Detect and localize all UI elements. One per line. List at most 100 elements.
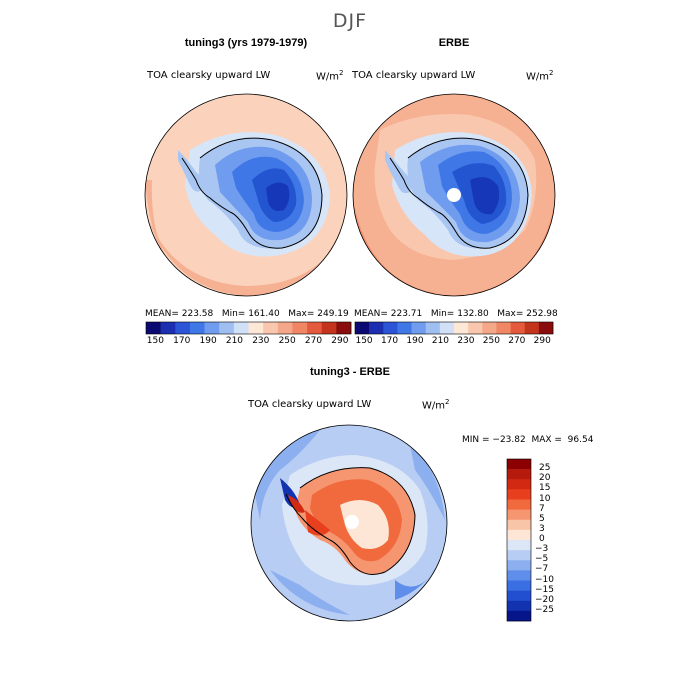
- colorbar-swatch: [397, 322, 412, 334]
- colorbar-swatch: [507, 540, 531, 551]
- panel2-units: W/m2: [526, 69, 553, 82]
- colorbar-level-label: −5: [535, 554, 549, 565]
- panel1-map-border: [144, 93, 348, 297]
- panel2-units-exp: 2: [549, 69, 554, 77]
- panel3-peninsula-red: [288, 495, 305, 513]
- colorbar-swatch: [189, 322, 205, 334]
- colorbar-tick-label: 290: [533, 336, 551, 346]
- colorbar-tick-label: 230: [457, 336, 475, 346]
- colorbar-level-label: −25: [535, 604, 554, 615]
- colorbar-swatch: [425, 322, 441, 334]
- colorbar-swatch: [507, 590, 531, 602]
- panel3-map-border: [250, 424, 448, 622]
- colorbar-swatch: [507, 499, 531, 510]
- colorbar-swatch: [160, 322, 176, 334]
- panel2-missing-data: [447, 188, 461, 202]
- panel3-units: W/m2: [422, 398, 449, 411]
- colorbar-tick-label: 270: [304, 336, 323, 346]
- colorbar-level-label: 7: [539, 503, 545, 514]
- panel2-colorbar-ticks: 150 170 190 210 230 250 270 290: [355, 336, 553, 348]
- colorbar-swatch: [383, 322, 398, 334]
- colorbar-tick-label: 230: [252, 336, 270, 346]
- colorbar-swatch: [336, 322, 352, 334]
- colorbar-level-label: −10: [535, 574, 554, 585]
- colorbar-tick-label: 250: [278, 336, 296, 346]
- panel3-title: tuning3 - ERBE: [309, 366, 391, 378]
- colorbar-frame: [354, 321, 554, 335]
- colorbar-swatch: [454, 322, 469, 334]
- colorbar-swatch: [507, 469, 531, 480]
- colorbar-swatch: [507, 610, 531, 622]
- colorbar-level-label: 5: [539, 513, 545, 524]
- colorbar-swatch: [510, 322, 526, 334]
- colorbar-swatch: [496, 322, 511, 334]
- panel1-title: tuning3 (yrs 1979-1979): [184, 37, 308, 49]
- panel2-colorbar: [354, 321, 554, 335]
- colorbar-swatch: [369, 322, 384, 334]
- colorbar-swatch: [507, 479, 531, 490]
- colorbar-level-label: −3: [535, 544, 549, 555]
- colorbar-level-label: 10: [539, 493, 551, 504]
- colorbar-swatch: [468, 322, 483, 334]
- colorbar-tick-label: 270: [508, 336, 526, 346]
- colorbar-swatch: [482, 322, 497, 334]
- colorbar-level-label: −20: [535, 594, 554, 605]
- colorbar-swatch: [507, 519, 531, 531]
- panel1-coastline: [181, 137, 323, 249]
- colorbar-tick-label: 250: [482, 336, 500, 346]
- panel1-units: W/m2: [316, 69, 343, 82]
- colorbar-swatch: [321, 322, 337, 334]
- panel1-ocean-band: [145, 210, 347, 296]
- panel1-land-4: [266, 182, 290, 211]
- panel1-colorbar: [145, 321, 352, 335]
- panel3-ocean-band-2: [410, 445, 445, 520]
- colorbar-level-label: 3: [539, 523, 545, 534]
- colorbar-frame: [506, 458, 532, 622]
- panel3-missing-data: [345, 515, 359, 529]
- panel3-colorbar: [506, 458, 532, 622]
- panel1-ocean-band-left: [145, 180, 168, 260]
- panel3-variable: TOA clearsky upward LW: [248, 399, 372, 410]
- panel2-coastline: [389, 137, 529, 249]
- panel2-land-4: [470, 177, 500, 215]
- colorbar-level-label: 15: [539, 483, 551, 494]
- colorbar-swatch: [439, 322, 455, 334]
- colorbar-swatch: [175, 322, 191, 334]
- panel3-ocean-band-3: [270, 570, 350, 615]
- colorbar-swatch: [524, 322, 540, 334]
- panel3-coastline: [285, 467, 416, 575]
- colorbar-swatch: [507, 459, 531, 470]
- colorbar-swatch: [507, 509, 531, 521]
- page-title: DJF: [332, 10, 368, 32]
- panel1-units-exp: 2: [339, 69, 344, 77]
- colorbar-tick-label: 170: [173, 336, 191, 346]
- colorbar-swatch: [277, 322, 293, 334]
- colorbar-swatch: [204, 322, 220, 334]
- colorbar-frame: [145, 321, 352, 335]
- colorbar-swatch: [507, 529, 531, 541]
- panel1-stats: MEAN= 223.58 Min= 161.40 Max= 249.19: [145, 309, 349, 319]
- colorbar-swatch: [292, 322, 308, 334]
- colorbar-tick-label: 190: [406, 336, 424, 346]
- colorbar-swatch: [507, 489, 531, 500]
- colorbar-swatch: [507, 580, 531, 591]
- colorbar-swatch: [233, 322, 249, 334]
- colorbar-swatch: [307, 322, 323, 334]
- colorbar-swatch: [507, 600, 531, 612]
- colorbar-swatch: [263, 322, 279, 334]
- colorbar-tick-label: 290: [331, 336, 349, 346]
- colorbar-level-label: 20: [539, 473, 551, 484]
- colorbar-tick-label: 210: [225, 336, 244, 346]
- colorbar-level-label: 0: [539, 534, 545, 544]
- colorbar-swatch: [146, 322, 161, 334]
- panel1-variable: TOA clearsky upward LW: [147, 70, 271, 81]
- colorbar-tick-label: 190: [199, 336, 217, 346]
- colorbar-swatch: [248, 322, 264, 334]
- colorbar-swatch: [538, 322, 554, 334]
- colorbar-swatch: [355, 322, 370, 334]
- panel3-land-west: [305, 510, 330, 536]
- panel3-colorbar-labels: 25 20 15 10 7 5 3 0 −3 −5 −7 −10 −15 −20 −25: [535, 459, 575, 621]
